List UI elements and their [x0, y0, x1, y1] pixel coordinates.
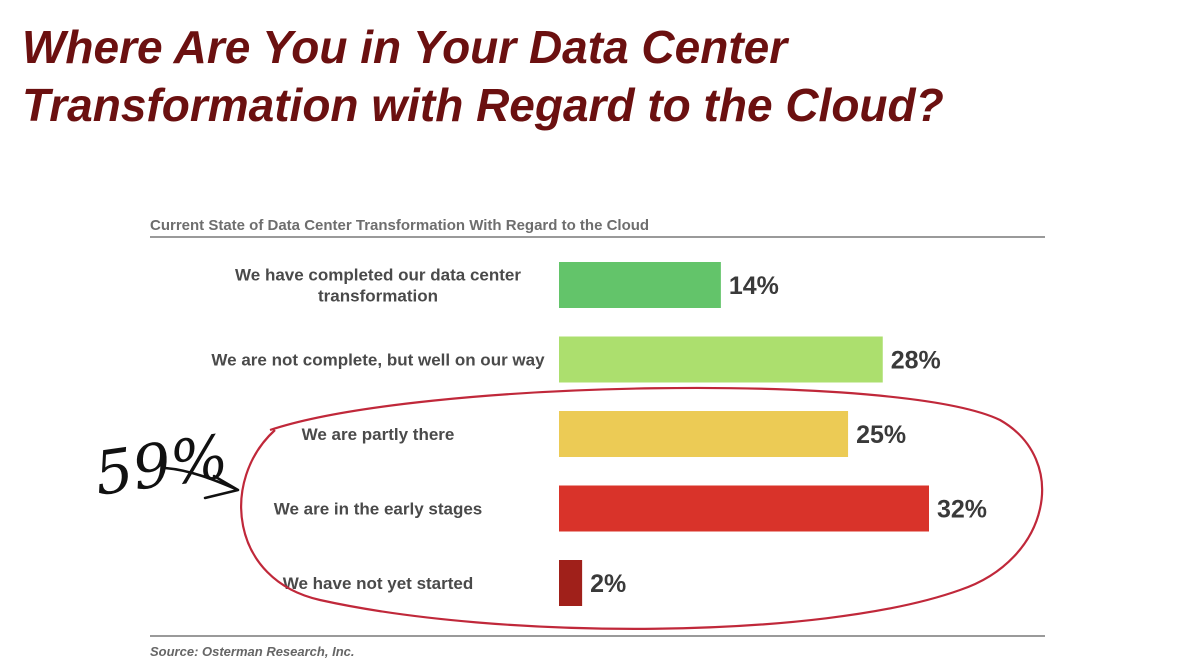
- category-label: We are in the early stages: [274, 500, 483, 519]
- slide-title: Where Are You in Your Data Center Transf…: [22, 21, 944, 131]
- bar-value-label: 14%: [729, 272, 779, 300]
- bar: [559, 560, 583, 606]
- source-note: Source: Osterman Research, Inc.: [150, 644, 354, 659]
- bar: [559, 411, 849, 457]
- category-label: We are not complete, but well on our way: [211, 351, 545, 370]
- category-label: We are partly there: [302, 425, 455, 444]
- bar: [559, 485, 929, 532]
- bar-value-label: 32%: [937, 496, 987, 524]
- bar: [559, 336, 883, 383]
- category-label: transformation: [318, 287, 438, 306]
- chart-title: Current State of Data Center Transformat…: [150, 217, 649, 234]
- bars-layer: 14% We have completed our data center tran…: [211, 262, 987, 606]
- bar-value-label: 28%: [891, 347, 941, 375]
- bar-value-label: 2%: [590, 570, 626, 598]
- annotation-arrow: [163, 466, 240, 500]
- category-label: We have completed our data center: [235, 266, 521, 285]
- annotation-ellipse: [240, 386, 1044, 630]
- bar-value-label: 25%: [856, 421, 906, 449]
- bar: [559, 262, 721, 308]
- category-label: We have not yet started: [283, 574, 474, 593]
